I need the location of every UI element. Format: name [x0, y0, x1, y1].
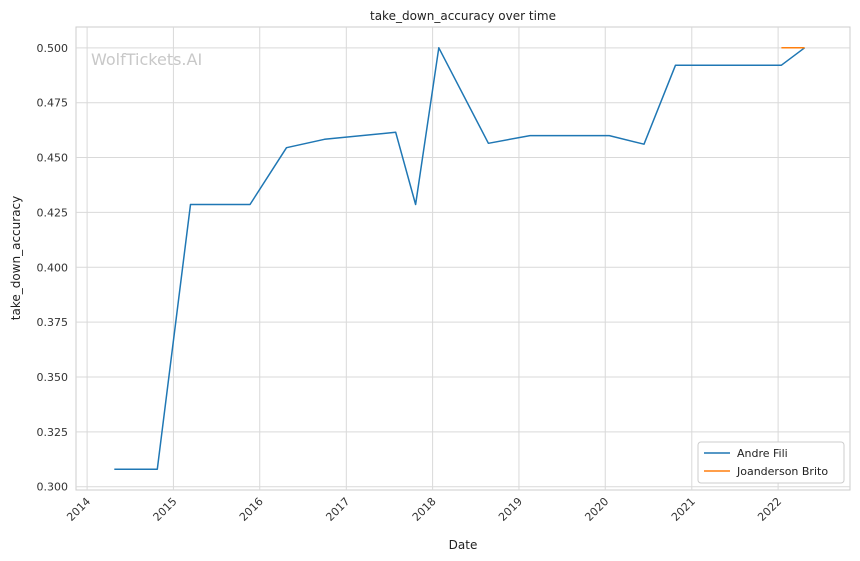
x-axis-label: Date — [449, 538, 478, 552]
chart-title: take_down_accuracy over time — [370, 9, 556, 23]
x-tick-label: 2014 — [64, 495, 93, 524]
y-tick-label: 0.325 — [37, 426, 69, 439]
x-tick-label: 2018 — [410, 495, 439, 524]
y-tick-label: 0.450 — [37, 152, 69, 165]
y-tick-label: 0.375 — [37, 316, 69, 329]
watermark: WolfTickets.AI — [91, 50, 202, 69]
series-layer — [114, 47, 806, 470]
legend-label-joanderson-brito: Joanderson Brito — [736, 465, 828, 478]
grid-lines — [76, 27, 850, 490]
x-tick-label: 2021 — [669, 495, 698, 524]
series-line-andre-fili — [114, 47, 806, 470]
legend-label-andre-fili: Andre Fili — [737, 447, 788, 460]
plot-area — [75, 26, 851, 491]
y-tick-label: 0.400 — [37, 261, 69, 274]
y-tick-label: 0.500 — [37, 42, 69, 55]
y-tick-label: 0.350 — [37, 371, 69, 384]
y-tick-label: 0.300 — [37, 481, 69, 494]
x-tick-label: 2019 — [496, 495, 525, 524]
y-tick-label: 0.475 — [37, 97, 69, 110]
legend-box — [697, 441, 845, 484]
x-tick-label: 2016 — [237, 495, 266, 524]
x-tick-label: 2017 — [323, 495, 352, 524]
legend: Andre Fili Joanderson Brito — [697, 441, 845, 484]
y-axis-label: take_down_accuracy — [9, 196, 23, 320]
x-tick-label: 2020 — [582, 495, 611, 524]
x-tick-label: 2022 — [755, 495, 784, 524]
y-tick-label: 0.425 — [37, 206, 69, 219]
x-tick-label: 2015 — [151, 495, 180, 524]
